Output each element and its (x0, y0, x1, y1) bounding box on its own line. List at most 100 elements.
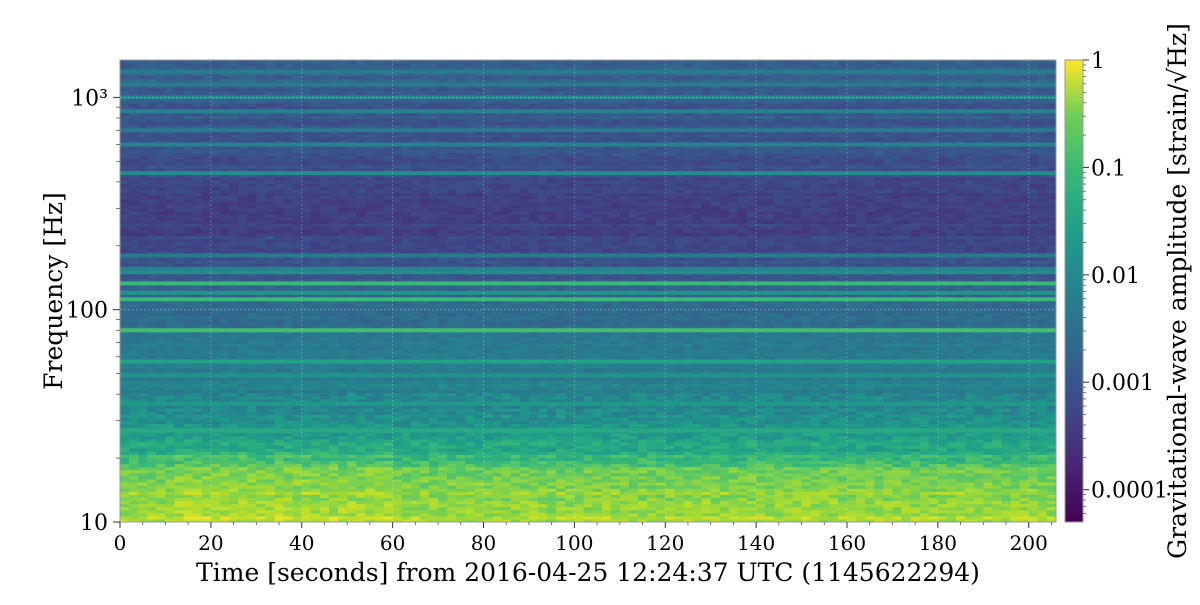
heatmap-cell (310, 515, 321, 520)
heatmap-cell (474, 497, 485, 502)
heatmap-cell (637, 469, 648, 474)
heatmap-cell (1037, 454, 1048, 458)
heatmap-cell (747, 515, 757, 520)
heatmap-cell (174, 478, 185, 483)
heatmap-cell (447, 506, 457, 511)
heatmap-cell (619, 494, 630, 498)
heatmap-cell (965, 460, 975, 465)
heatmap-cell (1037, 497, 1048, 502)
heatmap-cell (637, 451, 648, 455)
heatmap-cell (192, 460, 203, 465)
heatmap-cell (329, 472, 339, 477)
heatmap-cell (165, 454, 176, 458)
heatmap-cell (519, 451, 530, 455)
heatmap-cell (456, 506, 466, 511)
heatmap-cell (628, 469, 639, 474)
heatmap-cell (765, 488, 775, 492)
heatmap-cell (1019, 460, 1030, 465)
heatmap-cell (710, 506, 721, 511)
heatmap-cell (392, 481, 403, 486)
heatmap-cell (837, 506, 848, 511)
heatmap-cell (156, 472, 167, 477)
heatmap-cell (1046, 518, 1056, 522)
heatmap-cell (210, 518, 221, 522)
heatmap-cell (747, 503, 757, 508)
heatmap-cell (120, 494, 130, 498)
heatmap-cell (737, 460, 748, 465)
heatmap-cell (556, 457, 566, 461)
heatmap-cell (892, 512, 903, 517)
heatmap-cell (701, 503, 712, 508)
heatmap-cell (356, 506, 366, 511)
heatmap-cell (510, 494, 521, 498)
heatmap-cell (547, 494, 557, 498)
heatmap-cell (828, 485, 839, 489)
heatmap-cell (183, 469, 194, 474)
heatmap-cell (410, 497, 421, 502)
heatmap-cell (883, 506, 894, 511)
heatmap-cell (946, 478, 957, 483)
heatmap-cell (974, 469, 984, 474)
heatmap-cell (238, 454, 248, 458)
heatmap-cell (274, 509, 285, 514)
heatmap-cell (647, 472, 657, 477)
heatmap-cell (438, 472, 448, 477)
heatmap-cell (810, 497, 821, 502)
heatmap-cell (965, 515, 975, 520)
heatmap-cell (756, 451, 766, 455)
heatmap-cell (129, 466, 139, 471)
heatmap-cell (229, 488, 239, 492)
heatmap-cell (956, 491, 966, 495)
heatmap-cell (856, 454, 866, 458)
heatmap-cell (737, 485, 748, 489)
heatmap-cell (510, 457, 521, 461)
heatmap-cell (819, 472, 830, 477)
heatmap-cell (819, 500, 830, 505)
heatmap-cell (1019, 512, 1030, 517)
heatmap-cell (828, 481, 839, 486)
heatmap-cell (710, 454, 721, 458)
heatmap-cell (592, 503, 603, 508)
heatmap-cell (1028, 503, 1039, 508)
heatmap-cell (674, 475, 685, 480)
heatmap-cell (647, 466, 657, 471)
heatmap-cell (356, 488, 366, 492)
heatmap-cell (256, 481, 266, 486)
heatmap-cell (410, 481, 421, 486)
heatmap-cell (1010, 512, 1021, 517)
heatmap-cell (1019, 469, 1030, 474)
heatmap-cell (801, 466, 812, 471)
heatmap-cell (274, 478, 285, 483)
heatmap-cell (874, 451, 884, 455)
heatmap-cell (756, 478, 766, 483)
heatmap-cell (601, 512, 612, 517)
heatmap-cell (610, 454, 621, 458)
heatmap-cell (465, 466, 476, 471)
heatmap-cell (292, 463, 303, 468)
heatmap-cell (919, 463, 930, 468)
heatmap-cell (183, 478, 194, 483)
heatmap-cell (219, 463, 230, 468)
heatmap-cell (392, 494, 403, 498)
heatmap-cell (846, 515, 857, 520)
heatmap-cell (1010, 454, 1021, 458)
heatmap-cell (992, 515, 1003, 520)
heatmap-cell (319, 488, 330, 492)
heatmap-cell (692, 463, 703, 468)
heatmap-cell (329, 506, 339, 511)
heatmap-cell (837, 500, 848, 505)
heatmap-cell (374, 469, 385, 474)
heatmap-cell (710, 509, 721, 514)
heatmap-cell (383, 457, 394, 461)
heatmap-cell (319, 506, 330, 511)
heatmap-cell (865, 469, 875, 474)
heatmap-cell (792, 478, 803, 483)
heatmap-cell (401, 515, 412, 520)
heatmap-cell (292, 494, 303, 498)
heatmap-cell (165, 460, 176, 465)
heatmap-cell (683, 481, 694, 486)
heatmap-cell (828, 460, 839, 465)
heatmap-cell (928, 454, 939, 458)
heatmap-cell (319, 472, 330, 477)
heatmap-cell (683, 512, 694, 517)
